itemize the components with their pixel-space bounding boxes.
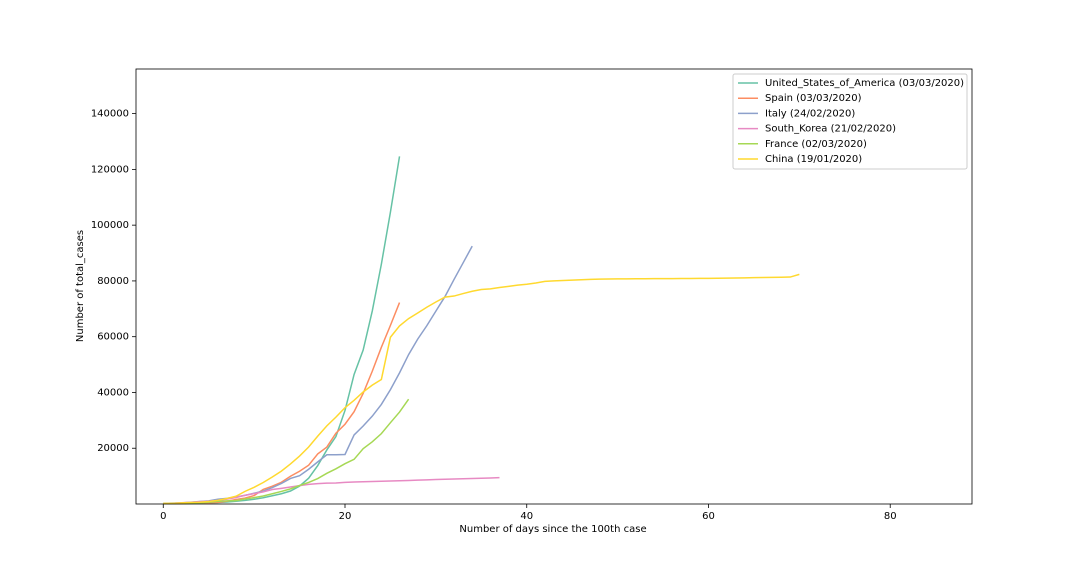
- x-tick-label: 60: [702, 511, 715, 522]
- y-axis-label: Number of total_cases: [75, 230, 86, 342]
- series-line: [163, 156, 401, 505]
- y-tick-label: 120000: [91, 164, 129, 175]
- y-tick-label: 40000: [97, 387, 129, 398]
- legend-box: [732, 73, 968, 170]
- legend-label: Italy (24/02/2020): [765, 108, 855, 119]
- y-tick-label: 140000: [91, 109, 129, 120]
- x-tick-label: 0: [160, 511, 166, 522]
- x-axis-label: Number of days since the 100th case: [459, 524, 646, 535]
- series-line: [163, 245, 473, 505]
- y-tick-label: 60000: [97, 332, 129, 343]
- legend-label: France (02/03/2020): [765, 139, 867, 150]
- plot-frame: [135, 68, 973, 505]
- legend-label: China (19/01/2020): [765, 154, 862, 165]
- x-tick-label: 80: [884, 511, 897, 522]
- legend-label: South_Korea (21/02/2020): [765, 124, 896, 135]
- y-tick-label: 20000: [97, 443, 129, 454]
- series-line: [163, 273, 800, 505]
- series-line: [163, 302, 401, 505]
- y-tick-label: 100000: [91, 220, 129, 231]
- legend-label: Spain (03/03/2020): [765, 93, 862, 104]
- x-tick-label: 20: [339, 511, 352, 522]
- legend-label: United_States_of_America (03/03/2020): [765, 78, 964, 89]
- y-tick-label: 80000: [97, 276, 129, 287]
- x-tick-label: 40: [520, 511, 533, 522]
